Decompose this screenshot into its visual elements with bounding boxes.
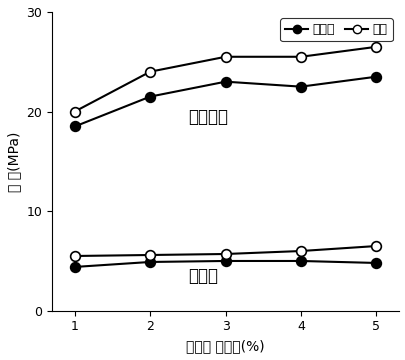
Y-axis label: 강 도(MPa): 강 도(MPa) bbox=[7, 131, 21, 192]
Legend: 표준사, 규사: 표준사, 규사 bbox=[279, 18, 392, 41]
Text: 압축강도: 압축강도 bbox=[188, 108, 227, 126]
Text: 휘강도: 휘강도 bbox=[188, 267, 217, 285]
X-axis label: 소포제 쳊가율(%): 소포제 쳊가율(%) bbox=[186, 339, 264, 353]
